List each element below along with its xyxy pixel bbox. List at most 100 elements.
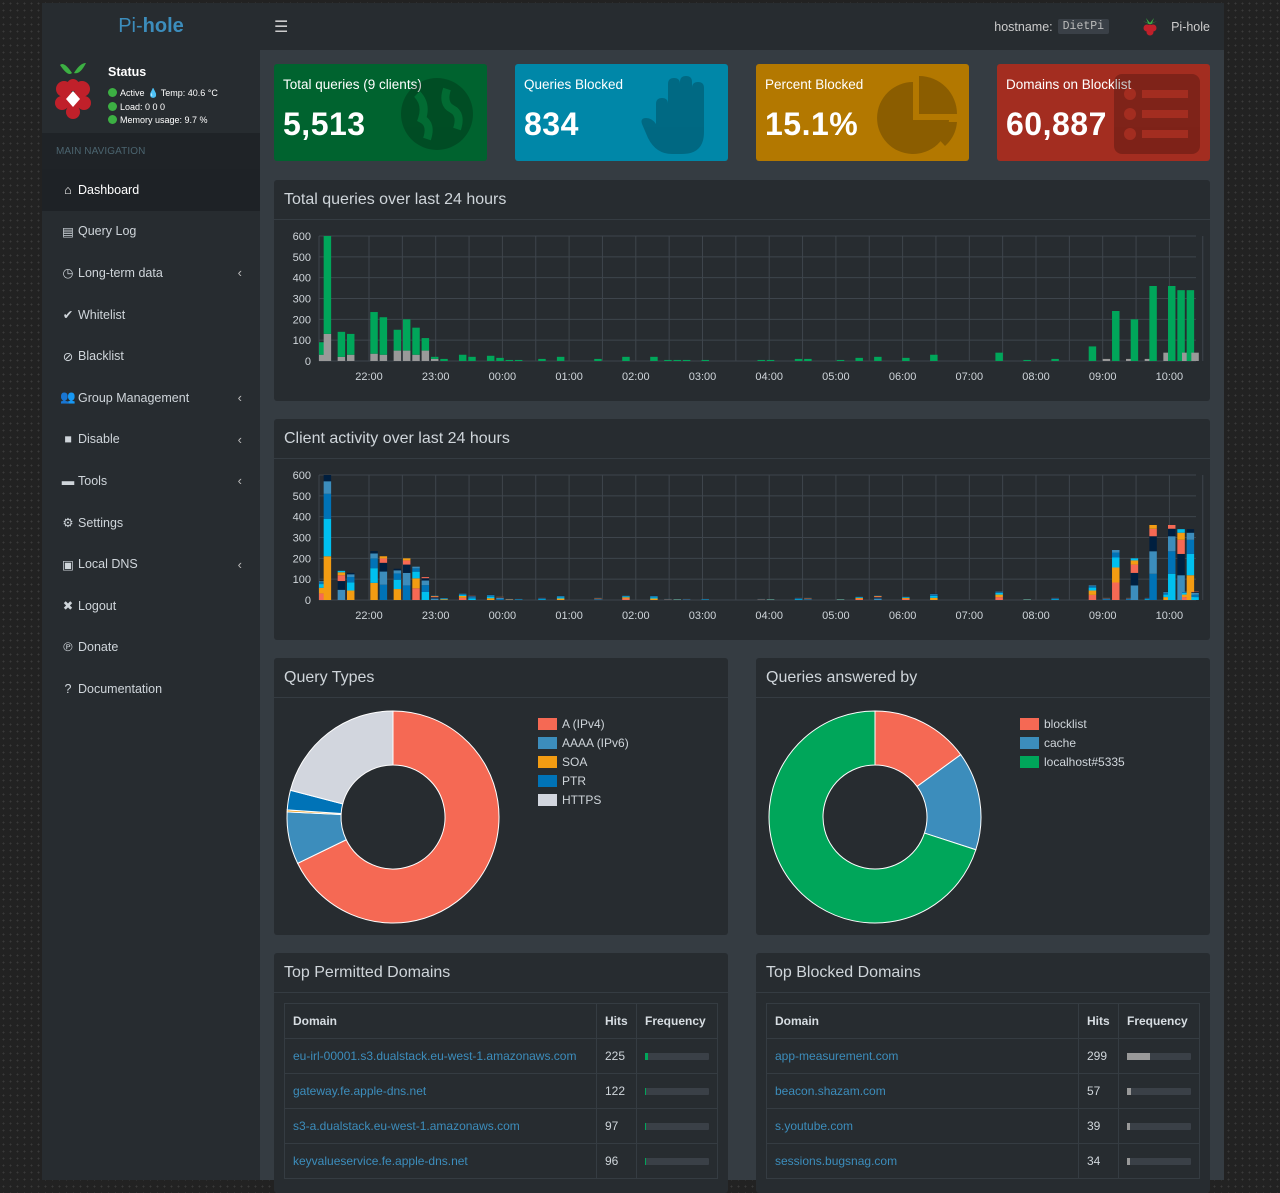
query-types-pie[interactable] [284,708,502,926]
bar-client [403,560,410,564]
sidebar-item-long-term-data[interactable]: ◷Long-term data‹ [42,252,260,294]
globe-icon [397,74,477,154]
domain-link[interactable]: app-measurement.com [767,1039,1079,1074]
hand-icon [638,74,718,158]
column-header-domain[interactable]: Domain [767,1004,1079,1039]
sidebar-item-query-log[interactable]: ▤Query Log [42,211,260,253]
bar-client [1131,558,1138,560]
bar-client [380,563,387,572]
sidebar-item-blacklist[interactable]: ⊘Blacklist [42,335,260,377]
bar-client [795,599,802,600]
x-tick-label: 23:00 [422,371,450,383]
sidebar-item-local-dns[interactable]: ▣Local DNS‹ [42,543,260,585]
sidebar-item-label: Documentation [78,682,162,696]
domain-link[interactable]: sessions.bugsnag.com [767,1144,1079,1179]
sidebar-item-label: Local DNS [78,557,138,571]
sidebar-item-donate[interactable]: ℗Donate [42,627,260,669]
chevron-left-icon: ‹ [238,557,242,572]
legend-label: HTTPS [562,793,601,807]
domain-link[interactable]: keyvalueservice.fe.apple-dns.net [285,1144,597,1179]
domain-link[interactable]: beacon.shazam.com [767,1074,1079,1109]
y-tick-label: 500 [293,491,311,503]
bar-client [1103,599,1110,600]
legend-item[interactable]: HTTPS [538,790,629,809]
bar-client [412,572,419,579]
domain-link[interactable]: s.youtube.com [767,1109,1079,1144]
user-menu[interactable]: Pi-hole [1141,16,1210,38]
frequency-bar [1127,1158,1191,1165]
column-header-hits[interactable]: Hits [1079,1004,1119,1039]
bar-client [347,582,354,590]
bar-client [874,596,881,597]
legend-label: localhost#5335 [1044,755,1125,769]
bar-client [431,599,438,600]
x-tick-label: 02:00 [622,371,650,383]
bar-permitted [338,332,345,357]
bar-permitted [855,358,862,361]
pie-slice[interactable] [290,711,393,804]
legend-item[interactable]: AAAA (IPv6) [538,733,629,752]
sidebar-item-disable[interactable]: ■Disable‹ [42,419,260,461]
bar-client [1149,529,1156,537]
domain-link[interactable]: eu-irl-00001.s3.dualstack.eu-west-1.amaz… [285,1039,597,1074]
column-header-frequency[interactable]: Frequency [637,1004,718,1039]
legend-item[interactable]: localhost#5335 [1020,752,1125,771]
bar-client [422,581,429,586]
bar-permitted [496,358,503,361]
column-header-hits[interactable]: Hits [597,1004,637,1039]
sidebar-item-logout[interactable]: ✖Logout [42,585,260,627]
bar-permitted [767,360,774,361]
answered-by-pie[interactable] [766,708,984,926]
hits-value: 225 [597,1039,637,1074]
legend-label: AAAA (IPv6) [562,736,629,750]
status-temp: Temp: 40.6 °C [161,88,218,98]
bar-client [902,598,909,599]
stat-percent-blocked[interactable]: Percent Blocked 15.1% [756,64,969,161]
sidebar-toggle-icon[interactable]: ☰ [274,17,288,37]
stat-blocked-value: 834 [524,106,579,143]
legend-item[interactable]: SOA [538,752,629,771]
hits-value: 97 [597,1109,637,1144]
legend-item[interactable]: A (IPv4) [538,714,629,733]
bar-permitted [683,360,690,361]
frequency-bar [645,1158,709,1165]
bar-permitted [1187,290,1194,361]
sidebar-item-documentation[interactable]: ?Documentation [42,668,260,710]
column-header-domain[interactable]: Domain [285,1004,597,1039]
legend-swatch [538,794,557,806]
sidebar-item-settings[interactable]: ⚙Settings [42,502,260,544]
sidebar-item-group-management[interactable]: 👥Group Management‹ [42,377,260,419]
bar-client [394,580,401,589]
domain-link[interactable]: gateway.fe.apple-dns.net [285,1074,597,1109]
bar-client [347,573,354,574]
domain-link[interactable]: s3-a.dualstack.eu-west-1.amazonaws.com [285,1109,597,1144]
bar-client [1168,525,1175,529]
stat-total-queries[interactable]: Total queries (9 clients) 5,513 [274,64,487,161]
column-header-frequency[interactable]: Frequency [1119,1004,1200,1039]
hits-value: 299 [1079,1039,1119,1074]
frequency-fill [645,1158,646,1165]
status-panel: Status Active💧Temp: 40.6 °C Load: 0 0 0 … [42,50,260,133]
bar-client [1149,536,1156,551]
bar-permitted [650,357,657,361]
stat-domains-blocklist[interactable]: Domains on Blocklist 60,887 [997,64,1210,161]
legend-item[interactable]: cache [1020,733,1125,752]
legend-item[interactable]: blocklist [1020,714,1125,733]
x-tick-label: 10:00 [1156,610,1184,622]
x-tick-label: 03:00 [689,371,717,383]
frequency-fill [1127,1158,1130,1165]
sidebar-item-dashboard[interactable]: ⌂Dashboard [42,169,260,211]
x-tick-label: 04:00 [755,610,783,622]
bar-permitted [403,319,410,350]
bar-client [324,494,331,519]
brand-logo[interactable]: Pi-hole [42,3,260,50]
legend-item[interactable]: PTR [538,771,629,790]
sidebar-item-tools[interactable]: ▬Tools‹ [42,460,260,502]
legend-swatch [538,775,557,787]
stat-queries-blocked[interactable]: Queries Blocked 834 [515,64,728,161]
bar-blocked [394,351,401,361]
sidebar-item-whitelist[interactable]: ✔Whitelist [42,294,260,336]
